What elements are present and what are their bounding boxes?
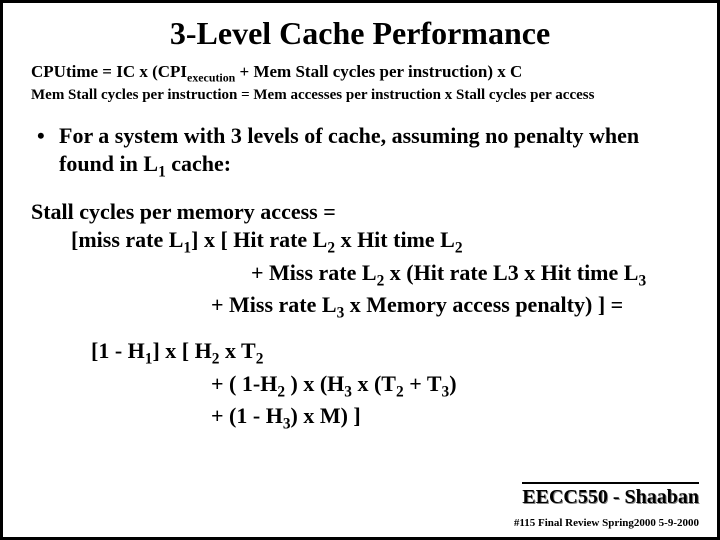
bullet-sub: 1 xyxy=(158,163,166,180)
s1s3: 2 xyxy=(256,351,264,368)
sym-line1: [1 - H1] x [ H2 x T2 xyxy=(31,337,689,369)
bullet-b: cache: xyxy=(166,151,231,176)
s2c: x (T xyxy=(352,371,396,396)
eq1-part-b: + Mem Stall cycles per instruction) x C xyxy=(235,62,522,81)
eq1-part-a: CPUtime = IC x (CPI xyxy=(31,62,187,81)
sym-line3: + (1 - H3) x M) ] xyxy=(31,402,689,434)
bullet-assumption: For a system with 3 levels of cache, ass… xyxy=(31,122,689,181)
s1c: x T xyxy=(219,338,255,363)
s3b: ) x M) ] xyxy=(291,403,361,428)
s2b: ) x (H xyxy=(285,371,344,396)
slide-frame: 3-Level Cache Performance CPUtime = IC x… xyxy=(0,0,720,540)
s2d: + T xyxy=(404,371,442,396)
s3a: + (1 - H xyxy=(211,403,283,428)
eq1-sub: execution xyxy=(187,70,235,84)
l3s2: 3 xyxy=(638,272,646,289)
l2c: x Hit time L xyxy=(335,227,455,252)
l2s1: 1 xyxy=(183,240,191,257)
l3a: + Miss rate L xyxy=(251,260,377,285)
memstall-equation: Mem Stall cycles per instruction = Mem a… xyxy=(31,87,689,104)
s1a: [1 - H xyxy=(91,338,145,363)
slide-title: 3-Level Cache Performance xyxy=(31,15,689,52)
spacer xyxy=(31,323,689,337)
s2a: + ( 1-H xyxy=(211,371,277,396)
footer-meta: #115 Final Review Spring2000 5-9-2000 xyxy=(514,517,699,529)
bullet-a: For a system with 3 levels of cache, ass… xyxy=(59,123,639,176)
s2s2: 3 xyxy=(344,383,352,400)
l2b: ] x [ Hit rate L xyxy=(191,227,327,252)
stall-line2: [miss rate L1] x [ Hit rate L2 x Hit tim… xyxy=(31,226,689,258)
stall-header: Stall cycles per memory access = xyxy=(31,198,689,227)
l3b: x (Hit rate L3 x Hit time L xyxy=(384,260,638,285)
l2a: [miss rate L xyxy=(71,227,183,252)
footer-course: EECC550 - Shaaban xyxy=(522,482,699,509)
l2s3: 2 xyxy=(455,240,463,257)
s2s1: 2 xyxy=(277,383,285,400)
stall-line4: + Miss rate L3 x Memory access penalty) … xyxy=(31,291,689,323)
s2s3: 2 xyxy=(396,383,404,400)
cputime-equation: CPUtime = IC x (CPIexecution + Mem Stall… xyxy=(31,62,689,85)
sym-line2: + ( 1-H2 ) x (H3 x (T2 + T3) xyxy=(31,370,689,402)
s2e: ) xyxy=(449,371,456,396)
l4a: + Miss rate L xyxy=(211,292,337,317)
s3s1: 3 xyxy=(283,416,291,433)
l4b: x Memory access penalty) ] = xyxy=(344,292,623,317)
stall-line3: + Miss rate L2 x (Hit rate L3 x Hit time… xyxy=(31,259,689,291)
s1b: ] x [ H xyxy=(152,338,211,363)
l2s2: 2 xyxy=(327,240,335,257)
